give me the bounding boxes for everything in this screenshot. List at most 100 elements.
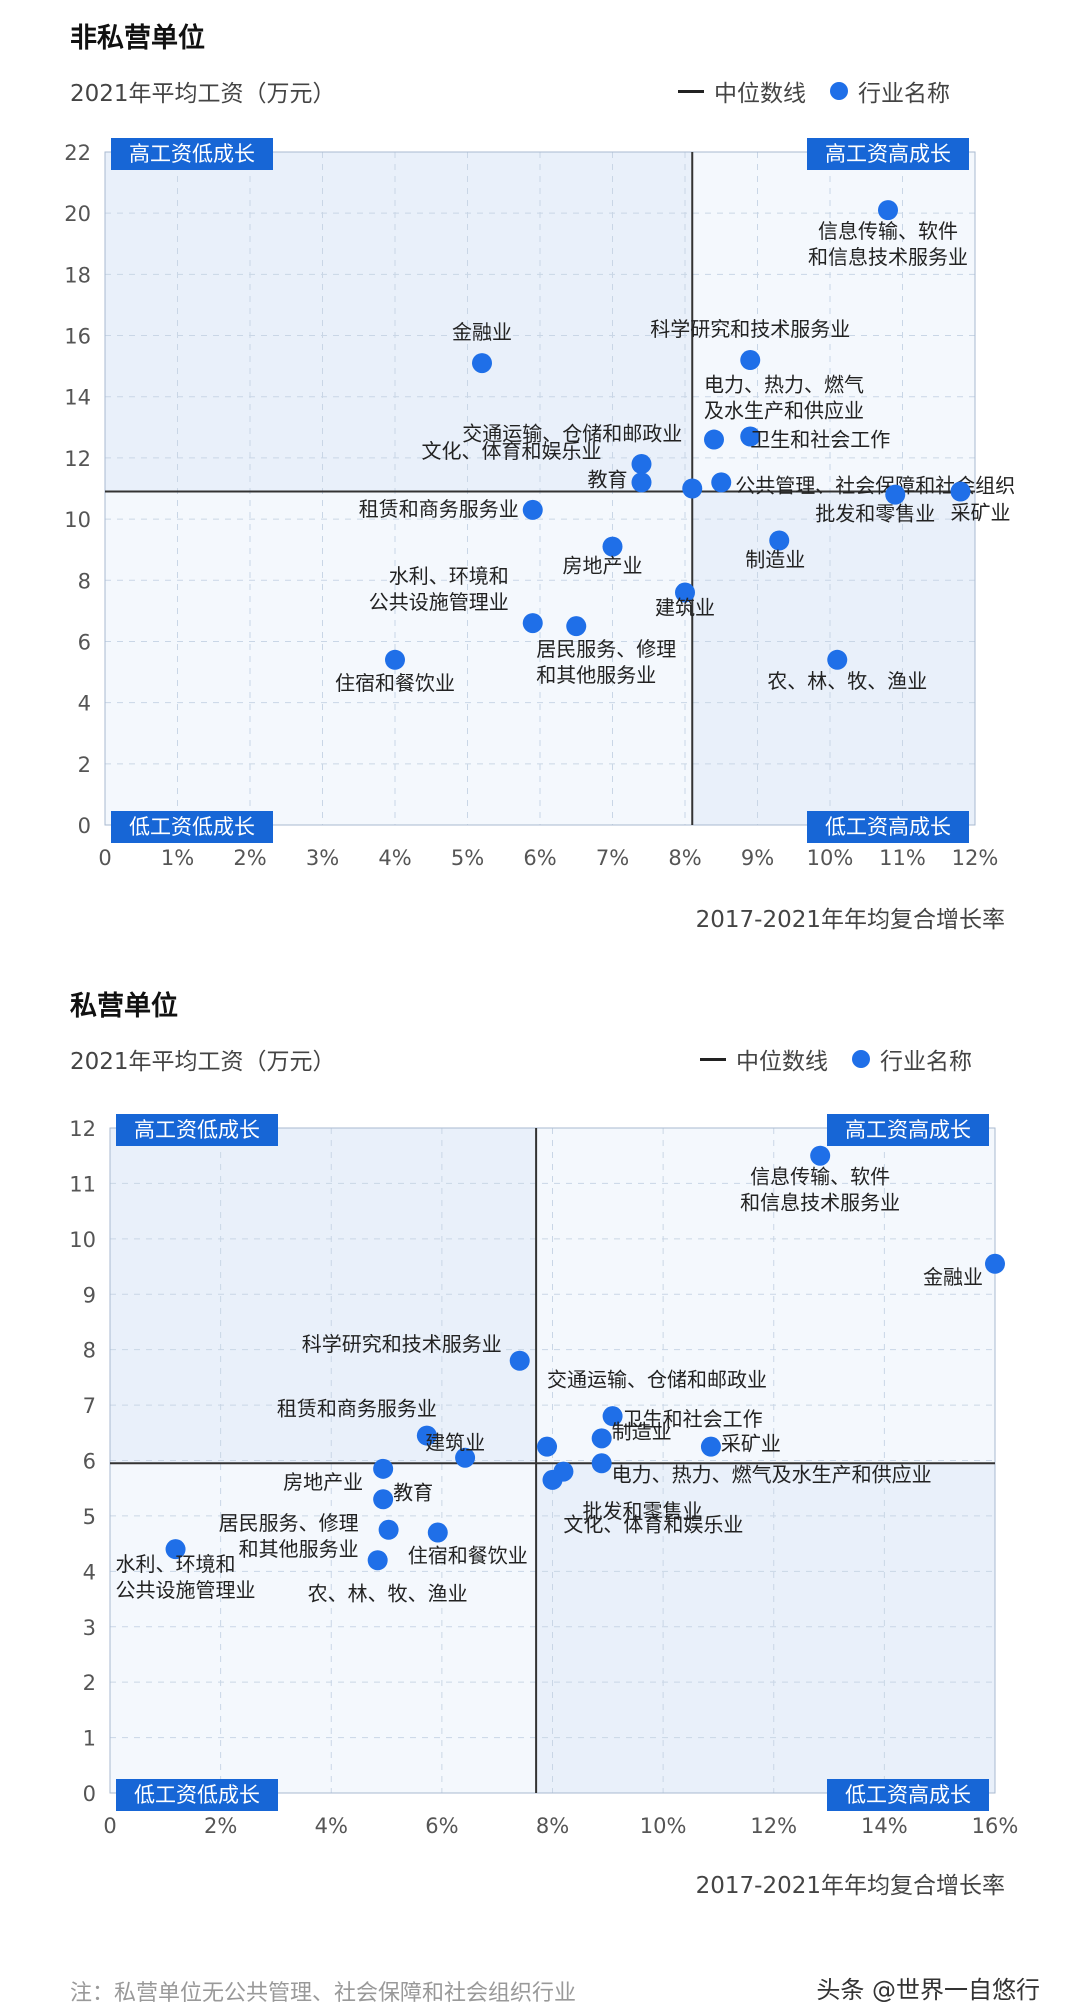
data-point bbox=[810, 1145, 831, 1166]
point-label-line: 农、林、牧、渔业 bbox=[767, 669, 927, 693]
x-tick-label: 1% bbox=[161, 846, 194, 870]
point-label-line: 租赁和商务服务业 bbox=[359, 497, 519, 521]
x-tick-label: 0 bbox=[98, 846, 111, 870]
x-tick-label: 16% bbox=[972, 1814, 1019, 1838]
point-label: 批发和零售业 bbox=[583, 1499, 703, 1523]
y-tick-label: 10 bbox=[64, 508, 91, 532]
x-tick-label: 2% bbox=[204, 1814, 237, 1838]
y-tick-label: 6 bbox=[78, 630, 91, 654]
point-label: 批发和零售业 bbox=[815, 502, 935, 526]
chart1-ylabel: 2021年平均工资（万元） bbox=[70, 81, 336, 107]
point-label: 房地产业 bbox=[563, 554, 643, 578]
watermark: 头条 @世界一自悠行 bbox=[816, 1976, 1040, 2004]
y-tick-label: 1 bbox=[83, 1727, 96, 1751]
point-label-line: 和其他服务业 bbox=[239, 1537, 359, 1561]
point-label: 建筑业 bbox=[655, 596, 715, 620]
point-label-line: 水利、环境和 bbox=[389, 564, 509, 588]
y-tick-label: 4 bbox=[78, 692, 91, 716]
data-point bbox=[427, 1522, 448, 1543]
y-tick-label: 4 bbox=[83, 1560, 96, 1584]
point-label-line: 信息传输、软件 bbox=[750, 1165, 890, 1189]
chart2-xlabel: 2017-2021年年均复合增长率 bbox=[695, 1873, 1005, 1899]
legend-median-label: 中位数线 bbox=[736, 1049, 828, 1075]
point-label-line: 卫生和社会工作 bbox=[623, 1407, 763, 1431]
point-label: 房地产业 bbox=[283, 1470, 363, 1494]
data-point bbox=[566, 616, 587, 637]
point-label: 科学研究和技术服务业 bbox=[650, 317, 850, 341]
point-label: 居民服务、修理和其他服务业 bbox=[219, 1511, 359, 1561]
x-tick-label: 2% bbox=[233, 846, 266, 870]
data-point bbox=[602, 1406, 623, 1427]
data-point bbox=[631, 454, 652, 475]
point-label: 水利、环境和公共设施管理业 bbox=[369, 564, 509, 614]
data-point bbox=[378, 1519, 399, 1540]
data-point bbox=[878, 200, 898, 221]
x-tick-label: 10% bbox=[807, 846, 854, 870]
point-label-line: 建筑业 bbox=[425, 1431, 485, 1455]
point-label-line: 和信息技术服务业 bbox=[740, 1191, 900, 1215]
quadrant-badge-tr bbox=[807, 138, 969, 170]
y-tick-label: 11 bbox=[69, 1172, 96, 1196]
plot-border bbox=[109, 1127, 996, 1794]
point-label-line: 居民服务、修理 bbox=[219, 1511, 359, 1535]
y-tick-label: 3 bbox=[83, 1616, 96, 1640]
plot-border bbox=[104, 151, 976, 826]
y-tick-label: 16 bbox=[64, 325, 91, 349]
data-point bbox=[675, 582, 695, 603]
point-label-line: 电力、热力、燃气及水生产和供应业 bbox=[612, 1462, 932, 1486]
quadrant-label-bl: 低工资低成长 bbox=[134, 1783, 260, 1807]
point-label: 信息传输、软件和信息技术服务业 bbox=[808, 219, 968, 269]
point-label: 居民服务、修理和其他服务业 bbox=[536, 637, 676, 687]
median-line-legend-icon bbox=[678, 89, 704, 93]
y-tick-label: 12 bbox=[69, 1117, 96, 1141]
point-label: 科学研究和技术服务业 bbox=[302, 1332, 502, 1356]
point-label-line: 交通运输、仓储和邮政业 bbox=[547, 1368, 767, 1392]
point-label-line: 教育 bbox=[393, 1480, 433, 1504]
x-tick-label: 12% bbox=[750, 1814, 797, 1838]
x-tick-label: 14% bbox=[861, 1814, 908, 1838]
point-label: 公共管理、社会保障和社会组织 bbox=[735, 473, 1015, 497]
point-label-line: 信息传输、软件 bbox=[818, 219, 958, 243]
legend-median-label: 中位数线 bbox=[714, 81, 806, 107]
point-label: 建筑业 bbox=[425, 1431, 485, 1455]
y-tick-label: 0 bbox=[83, 1782, 96, 1806]
point-label-line: 批发和零售业 bbox=[815, 502, 935, 526]
point-label-line: 采矿业 bbox=[721, 1432, 781, 1456]
point-label-line: 农、林、牧、渔业 bbox=[308, 1581, 468, 1605]
point-label: 电力、热力、燃气及水生产和供应业 bbox=[704, 373, 864, 423]
point-label-line: 卫生和社会工作 bbox=[750, 427, 890, 451]
data-point bbox=[553, 1461, 574, 1482]
point-label: 租赁和商务服务业 bbox=[359, 497, 519, 521]
quadrant-label-br: 低工资高成长 bbox=[825, 815, 951, 839]
point-label: 文化、体育和娱乐业 bbox=[563, 1513, 743, 1537]
point-label-line: 制造业 bbox=[745, 548, 805, 572]
quadrant-label-bl: 低工资低成长 bbox=[129, 815, 255, 839]
point-label-line: 科学研究和技术服务业 bbox=[302, 1332, 502, 1356]
data-point bbox=[885, 484, 906, 505]
quadrant-bg-high-low bbox=[105, 152, 693, 492]
point-label-line: 金融业 bbox=[452, 320, 512, 344]
y-tick-label: 20 bbox=[64, 202, 91, 226]
point-label: 住宿和餐饮业 bbox=[335, 671, 455, 695]
y-tick-label: 2 bbox=[83, 1671, 96, 1695]
point-label-line: 住宿和餐饮业 bbox=[408, 1544, 528, 1568]
quadrant-badge-br bbox=[807, 811, 969, 843]
point-label: 采矿业 bbox=[951, 501, 1011, 525]
y-tick-label: 2 bbox=[78, 753, 91, 777]
quadrant-bg-high-low bbox=[110, 1128, 537, 1464]
data-point bbox=[827, 649, 848, 670]
data-point bbox=[416, 1425, 437, 1446]
y-tick-label: 0 bbox=[78, 814, 91, 838]
data-point bbox=[711, 472, 732, 493]
y-tick-label: 8 bbox=[83, 1339, 96, 1363]
point-label-line: 金融业 bbox=[923, 1265, 983, 1289]
x-tick-label: 8% bbox=[536, 1814, 569, 1838]
point-label-line: 文化、体育和娱乐业 bbox=[422, 439, 602, 463]
quadrant-badge-tr bbox=[827, 1114, 989, 1146]
median-line-legend-icon bbox=[700, 1057, 726, 1061]
x-tick-label: 10% bbox=[640, 1814, 687, 1838]
x-tick-label: 6% bbox=[523, 846, 556, 870]
point-label: 住宿和餐饮业 bbox=[408, 1544, 528, 1568]
point-label: 制造业 bbox=[745, 548, 805, 572]
point-label-line: 公共管理、社会保障和社会组织 bbox=[735, 473, 1015, 497]
